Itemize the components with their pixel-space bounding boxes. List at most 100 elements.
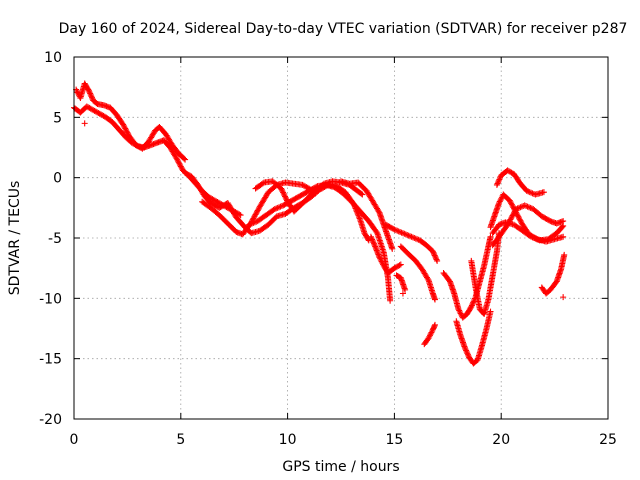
data-point-marker xyxy=(561,251,568,258)
data-point-marker xyxy=(518,203,525,210)
data-point-marker xyxy=(426,333,433,340)
data-point-marker xyxy=(281,192,288,199)
data-point-marker xyxy=(87,105,94,112)
data-point-marker xyxy=(255,206,262,213)
data-point-marker xyxy=(378,258,385,265)
data-point-marker xyxy=(182,169,189,176)
data-point-marker xyxy=(494,180,501,187)
x-axis-label: GPS time / hours xyxy=(282,459,399,475)
data-point-marker xyxy=(513,206,520,213)
data-point-marker xyxy=(504,167,511,174)
axis-ticks xyxy=(73,56,609,420)
data-point-marker xyxy=(253,208,260,215)
data-point-marker xyxy=(401,230,408,237)
data-point-marker xyxy=(392,227,399,234)
data-point-marker xyxy=(120,122,127,129)
data-point-marker xyxy=(277,203,284,210)
data-point-marker xyxy=(433,256,440,263)
data-point-marker xyxy=(396,262,403,269)
data-point-marker xyxy=(516,215,522,222)
data-point-marker xyxy=(251,219,258,226)
data-point-marker xyxy=(237,212,244,219)
data-point-marker xyxy=(462,346,469,353)
data-point-marker xyxy=(508,201,515,208)
data-points xyxy=(71,80,568,367)
data-point-marker xyxy=(457,310,464,317)
data-point-marker xyxy=(88,106,95,113)
data-point-marker xyxy=(251,214,258,221)
data-point-marker xyxy=(517,204,524,211)
data-point-marker xyxy=(517,217,524,224)
data-point-marker xyxy=(496,198,503,205)
data-point-marker xyxy=(178,164,185,171)
data-point-marker xyxy=(540,189,547,196)
data-point-marker xyxy=(246,221,253,228)
data-point-marker xyxy=(252,211,259,218)
data-point-marker xyxy=(469,301,476,308)
data-point-marker xyxy=(523,203,530,210)
data-point-marker xyxy=(506,217,513,224)
data-point-marker xyxy=(516,216,523,223)
data-point-marker xyxy=(280,190,287,197)
data-point-marker xyxy=(185,172,192,179)
data-point-marker xyxy=(505,168,512,175)
data-point-marker xyxy=(133,142,140,149)
data-point-marker xyxy=(496,175,503,182)
data-point-marker xyxy=(468,303,475,310)
data-point-marker xyxy=(356,215,363,222)
data-point-marker xyxy=(518,219,525,226)
data-point-marker xyxy=(402,231,409,238)
data-point-marker xyxy=(278,185,285,192)
data-point-marker xyxy=(429,248,436,255)
series-arc-s xyxy=(489,202,567,249)
data-point-marker xyxy=(214,199,221,206)
series-isolated xyxy=(81,120,567,301)
data-point-marker xyxy=(85,87,92,94)
data-point-marker xyxy=(173,155,180,162)
data-point-marker xyxy=(95,109,102,116)
data-point-marker xyxy=(464,350,471,357)
data-point-marker xyxy=(181,155,188,162)
data-point-marker xyxy=(456,307,463,314)
data-point-marker xyxy=(560,218,567,225)
series-arc-h xyxy=(367,233,404,276)
chart-title: Day 160 of 2024, Sidereal Day-to-day VTE… xyxy=(59,21,628,37)
data-point-marker xyxy=(94,109,101,116)
data-point-marker xyxy=(370,239,377,246)
data-point-marker xyxy=(124,129,131,136)
data-point-marker xyxy=(92,108,99,115)
x-tick-label: 15 xyxy=(385,432,403,448)
data-point-marker xyxy=(278,203,285,210)
data-point-marker xyxy=(508,215,515,222)
data-point-marker xyxy=(122,126,129,133)
data-point-marker xyxy=(86,89,93,96)
data-point-marker xyxy=(299,181,306,188)
data-point-marker xyxy=(274,204,281,211)
data-point-marker xyxy=(509,202,516,209)
data-point-marker xyxy=(560,233,567,240)
data-point-marker xyxy=(247,221,254,228)
data-point-marker xyxy=(405,232,412,239)
data-point-marker xyxy=(431,321,438,328)
data-point-marker xyxy=(276,204,283,211)
data-point-marker xyxy=(506,219,513,226)
data-point-marker xyxy=(434,257,441,264)
data-point-marker xyxy=(177,163,184,170)
data-point-marker xyxy=(432,253,439,260)
data-point-marker xyxy=(280,189,287,196)
data-point-marker xyxy=(511,209,518,216)
data-point-marker xyxy=(506,197,513,204)
data-point-marker xyxy=(521,202,528,209)
y-axis-label: SDTVAR / TECUs xyxy=(7,181,23,296)
series-arc-n xyxy=(453,308,494,367)
data-point-marker xyxy=(507,198,514,205)
data-point-marker xyxy=(89,94,96,101)
data-point-marker xyxy=(273,205,280,212)
data-point-marker xyxy=(251,212,258,219)
data-point-marker xyxy=(414,236,421,243)
y-tick-label: -10 xyxy=(39,291,62,307)
data-point-marker xyxy=(376,254,383,261)
data-point-marker xyxy=(407,233,414,240)
data-point-marker xyxy=(392,264,399,271)
data-point-marker xyxy=(100,112,107,119)
